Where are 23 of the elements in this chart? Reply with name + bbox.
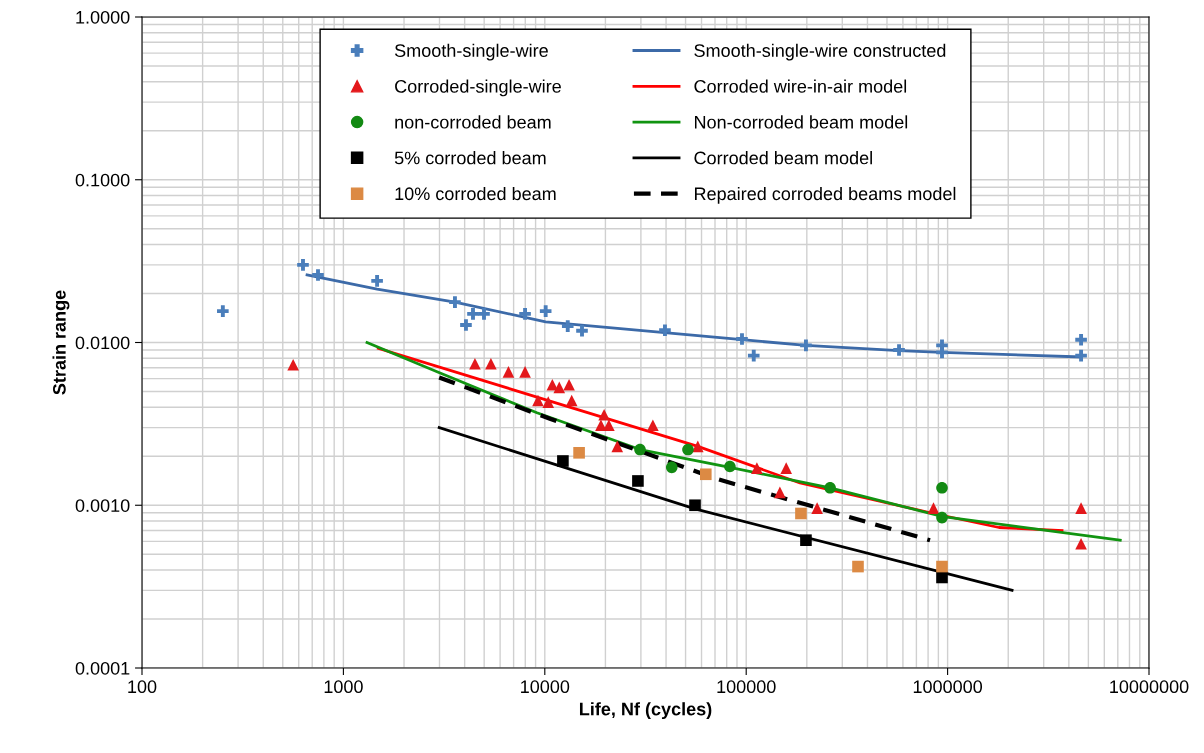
legend-label: Corroded wire-in-air model [694, 79, 907, 93]
legend-label: non-corroded beam [395, 115, 551, 129]
y-tick-label: 0.0001 [75, 661, 130, 675]
x-tick-label: 1000000 [913, 680, 983, 694]
legend-label: 5% corroded beam [394, 151, 546, 165]
x-tick-label: 10000 [521, 680, 570, 694]
legend-label: Smooth-single-wire [394, 43, 548, 61]
x-tick-label: 100000 [717, 680, 776, 694]
legend-label: Non-corroded beam model [694, 115, 908, 129]
legend-label: Corroded beam model [694, 151, 872, 165]
y-tick-label: 0.1000 [75, 173, 130, 187]
legend-label: Corroded-single-wire [395, 79, 561, 97]
legend-label: Smooth-single-wire constructed [694, 43, 946, 61]
y-axis-title: Strain range [52, 290, 70, 395]
x-tick-label: 1000 [324, 680, 363, 694]
x-axis-title: Life, Nf (cycles) [579, 702, 712, 720]
y-tick-label: 0.0100 [75, 336, 130, 350]
x-tick-label: 100 [128, 680, 157, 694]
legend-label: 10% corroded beam [395, 186, 556, 201]
legend-label: Repaired corroded beams model [694, 186, 956, 204]
x-tick-label: 10000000 [1110, 680, 1189, 694]
y-tick-label: 0.0010 [75, 499, 130, 512]
y-tick-label: 1.0000 [76, 10, 130, 24]
